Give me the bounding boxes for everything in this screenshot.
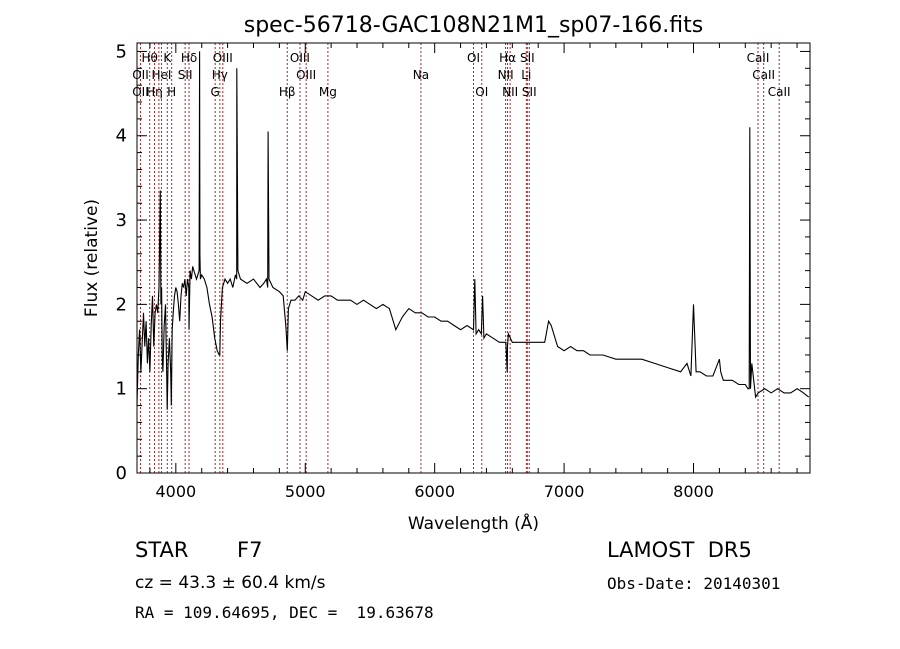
y-axis-label: Flux (relative) [82,199,102,317]
line-label: OI [475,85,488,99]
x-tick-label: 5000 [285,482,326,501]
line-label: CaII [747,51,770,65]
y-tick-label: 5 [116,41,127,62]
line-label: K [163,51,172,65]
y-tick-label: 2 [116,294,127,315]
x-tick-label: 8000 [673,482,714,501]
y-tick-label: 1 [116,379,127,400]
line-label: CaII [752,68,775,82]
y-tick-label: 3 [116,210,127,231]
line-label: H [167,85,176,99]
line-label: Hδ [181,51,197,65]
line-label: SII [178,68,193,82]
line-label: Hη [146,85,163,99]
line-label: OI [467,51,480,65]
coordinates: RA = 109.64695, DEC = 19.63678 [135,603,434,622]
line-label: SII [520,51,535,65]
line-label: NII [498,68,514,82]
line-label: OII [132,85,149,99]
x-tick-label: 7000 [544,482,585,501]
line-label: Hβ [279,85,296,99]
line-label: NII [502,85,518,99]
y-tick-label: 0 [116,463,127,484]
plot-frame [136,42,811,474]
line-label: G [211,85,220,99]
line-label: Hγ [212,68,228,82]
line-label: OIII [213,51,233,65]
y-tick-label: 4 [116,126,127,147]
survey-label: LAMOST DR5 [607,538,752,562]
redshift-velocity: cz = 43.3 ± 60.4 km/s [135,573,326,593]
x-tick-label: 6000 [414,482,455,501]
line-label: OIII [290,51,310,65]
chart-title: spec-56718-GAC108N21M1_sp07-166.fits [244,13,704,38]
x-tick-label: 4000 [155,482,196,501]
line-label: OIII [296,68,316,82]
x-axis-label: Wavelength (Å) [408,512,539,534]
line-label: Li [521,68,531,82]
line-label: HeI [151,68,171,82]
object-class: STAR [135,538,189,562]
observation-date: Obs-Date: 20140301 [607,574,781,593]
line-label: Hα [499,51,516,65]
line-label: Mg [319,85,337,99]
line-label: CaII [768,85,791,99]
spectrum-line [136,51,810,410]
line-label: OII [132,68,149,82]
line-label: Hθ [141,51,157,65]
object-subclass: F7 [237,538,263,562]
line-label: Na [413,68,429,82]
line-label: SII [522,85,537,99]
